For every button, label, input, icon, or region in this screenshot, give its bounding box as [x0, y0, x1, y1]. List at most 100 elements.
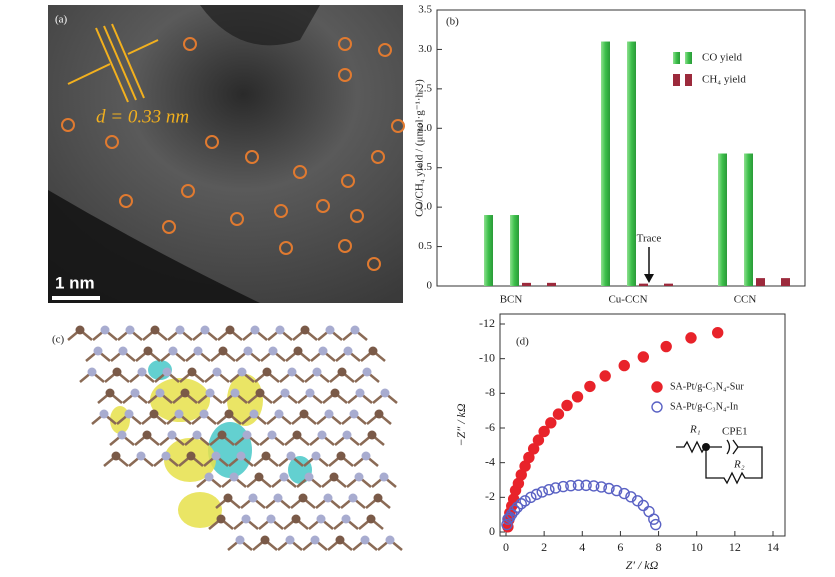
atom — [317, 430, 327, 440]
density-lobe — [208, 422, 252, 478]
ring — [230, 212, 244, 226]
atom — [235, 535, 245, 545]
ring — [293, 165, 307, 179]
ring — [371, 150, 385, 164]
atom — [217, 430, 227, 440]
structure-image — [67, 325, 403, 551]
ring — [350, 209, 364, 223]
point — [685, 332, 697, 344]
atom — [343, 346, 353, 356]
atom — [330, 388, 340, 398]
atom — [304, 472, 314, 482]
atom — [241, 514, 251, 524]
x-axis-label: Z′ / kΩ — [626, 558, 659, 572]
legend-label: SA-Pt/g-C₃N₄-In — [670, 401, 738, 412]
atom — [99, 409, 109, 419]
atom — [279, 472, 289, 482]
bar — [522, 282, 531, 286]
panel-label: (a) — [55, 14, 68, 26]
panel-label: (c) — [52, 334, 65, 346]
atom — [325, 325, 335, 335]
point — [511, 501, 524, 513]
charts: 0 0.5 1.0 1.5 2.0 2.5 3.0 3.5 CO/CH₄ yield / (μm… — [414, 4, 806, 572]
x-tick-label: 8 — [656, 540, 662, 554]
point — [660, 340, 672, 353]
point — [545, 417, 557, 429]
point — [523, 451, 535, 464]
legend-label: SA-Pt/g-C₃N₄-Sur — [670, 381, 744, 392]
atom — [275, 325, 285, 335]
point — [637, 351, 650, 363]
atom — [299, 409, 309, 419]
point — [525, 491, 537, 504]
point — [530, 488, 543, 501]
ring — [341, 174, 355, 188]
atom — [349, 409, 359, 419]
y-tick-label: -12 — [479, 316, 495, 330]
point — [711, 326, 724, 339]
point — [561, 399, 573, 412]
point — [501, 518, 513, 531]
y-tick-label: 0 — [427, 280, 433, 292]
y-tick-label: 3.0 — [418, 43, 432, 55]
atom — [149, 409, 159, 419]
bar — [484, 215, 493, 286]
bar — [781, 278, 790, 286]
panel-label: (b) — [446, 16, 459, 28]
point — [637, 499, 650, 512]
ring — [378, 43, 392, 57]
point — [527, 443, 540, 455]
atom — [118, 346, 128, 356]
atom — [199, 409, 209, 419]
x-tick-label: BCN — [500, 294, 523, 306]
y-tick-label: -10 — [479, 350, 495, 364]
atom — [192, 430, 202, 440]
atom — [167, 430, 177, 440]
y-tick-label: 0.5 — [418, 240, 432, 252]
atom — [212, 367, 222, 377]
atom — [155, 388, 165, 398]
atom — [342, 430, 352, 440]
atom — [312, 367, 322, 377]
atom — [254, 472, 264, 482]
circuit-label: R₁ — [689, 424, 701, 436]
x-tick-label: Cu-CCN — [608, 294, 647, 306]
atom — [298, 493, 308, 503]
atom — [379, 472, 389, 482]
ring — [316, 199, 330, 213]
bar — [639, 283, 648, 286]
circuit — [676, 439, 763, 485]
point — [549, 482, 562, 494]
atom — [248, 493, 258, 503]
bar — [664, 283, 673, 286]
atom — [174, 409, 184, 419]
atom — [200, 325, 210, 335]
ring — [367, 257, 381, 271]
atom — [230, 388, 240, 398]
atom — [180, 388, 190, 398]
atom — [310, 535, 320, 545]
atom — [255, 388, 265, 398]
atom — [286, 451, 296, 461]
ring — [338, 37, 352, 51]
point — [532, 434, 545, 446]
atom — [161, 451, 171, 461]
point — [650, 518, 662, 531]
atom — [229, 472, 239, 482]
point — [572, 479, 585, 491]
atom — [341, 514, 351, 524]
legend-swatch — [673, 74, 680, 86]
legend-marker — [651, 381, 663, 393]
atom — [117, 430, 127, 440]
atom — [137, 367, 147, 377]
atom — [285, 535, 295, 545]
point — [543, 484, 555, 496]
point — [519, 495, 531, 507]
scale-bar-label: 1 nm — [55, 273, 95, 292]
atom — [324, 409, 334, 419]
atom — [111, 451, 121, 461]
ring — [274, 204, 288, 218]
y-tick-label: -4 — [485, 454, 495, 468]
point — [599, 370, 611, 382]
atom — [336, 451, 346, 461]
